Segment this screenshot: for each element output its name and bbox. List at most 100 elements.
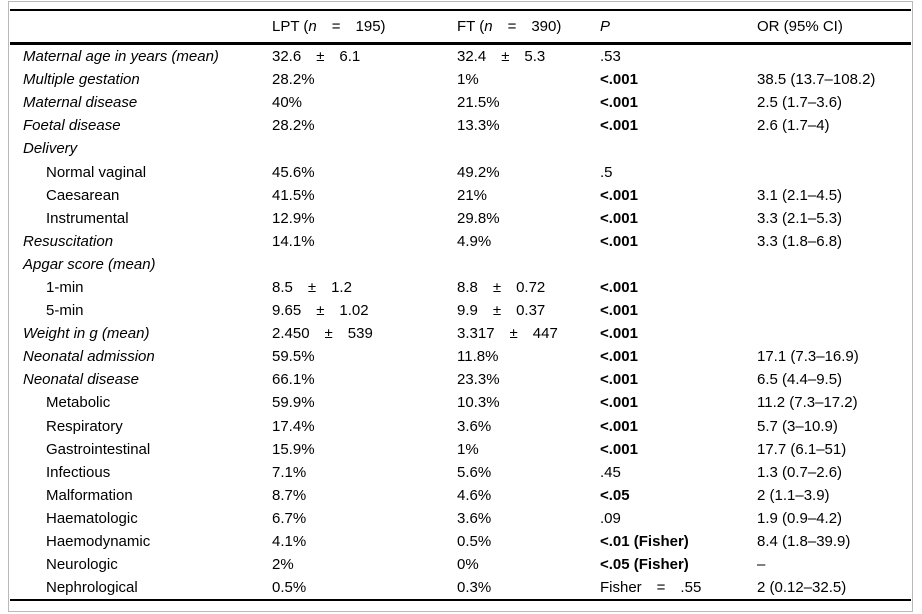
cell-ft: 1% <box>457 71 479 89</box>
row-label: Foetal disease <box>23 117 121 135</box>
cell-p: <.001 <box>600 417 638 435</box>
header-lpt-suffix: = 195) <box>316 18 386 35</box>
cell-ft: 29.8% <box>457 209 500 227</box>
table-row: Haematologic 6.7% 3.6% .09 1.9 (0.9–4.2) <box>10 507 911 530</box>
row-label: Respiratory <box>46 417 123 435</box>
cell-ft: 0% <box>457 556 479 574</box>
cell-lpt: 66.1% <box>272 371 315 389</box>
cell-lpt: 6.7% <box>272 509 307 527</box>
cell-lpt: 4.1% <box>272 533 307 551</box>
cell-lpt <box>272 253 457 276</box>
results-table: LPT (n = 195) FT (n = 390) P OR (95% CI)… <box>10 9 911 602</box>
cell-ft: 4.9% <box>457 232 492 250</box>
cell-ft: 3.6% <box>457 509 492 527</box>
table-row: Neonatal disease 66.1% 23.3% <.001 6.5 (4.4–… <box>10 368 911 391</box>
cell-p: <.001 <box>600 232 638 250</box>
cell-or: 17.7 (6.1–51) <box>757 440 847 458</box>
cell-p: <.001 <box>600 348 638 366</box>
row-label: 5-min <box>46 302 84 320</box>
cell-ft <box>457 253 600 276</box>
cell-ft: 11.8% <box>457 348 499 366</box>
header-lpt-prefix: LPT ( <box>272 18 309 35</box>
row-label: Resuscitation <box>23 232 114 250</box>
cell-lpt: 2% <box>272 556 294 574</box>
cell-or: 3.3 (2.1–5.3) <box>757 209 843 227</box>
table-row: Haemodynamic 4.1% 0.5% <.01 (Fisher) 8.4 (1.… <box>10 530 911 553</box>
cell-lpt: 45.6% <box>272 163 315 181</box>
cell-lpt: 8.7% <box>272 486 307 504</box>
cell-p: Fisher = .55 <box>600 579 702 597</box>
table-row: Normal vaginal 45.6% 49.2% .5 <box>10 160 911 183</box>
cell-ft: 21.5% <box>457 94 500 112</box>
row-label: 1-min <box>46 278 84 296</box>
table-row: Multiple gestation 28.2% 1% <.001 38.5 (13.7… <box>10 68 911 91</box>
cell-or <box>757 322 911 345</box>
row-label: Neonatal admission <box>23 348 155 366</box>
table-row: Maternal disease 40% 21.5% <.001 2.5 (1.7–3.… <box>10 91 911 114</box>
cell-p: <.001 <box>600 302 638 320</box>
cell-ft: 3.317 ± 447 <box>457 325 558 343</box>
row-label: Delivery <box>23 140 78 158</box>
row-label: Neurologic <box>46 556 118 574</box>
cell-lpt: 7.1% <box>272 463 307 481</box>
cell-p: <.001 <box>600 209 638 227</box>
row-label: Metabolic <box>46 394 111 412</box>
cell-lpt: 8.5 ± 1.2 <box>272 278 352 296</box>
cell-or <box>757 160 911 183</box>
cell-or: 2 (0.12–32.5) <box>757 579 847 597</box>
cell-ft: 32.4 ± 5.3 <box>457 48 546 66</box>
cell-p: <.001 <box>600 186 638 204</box>
cell-ft: 49.2% <box>457 163 500 181</box>
cell-lpt: 28.2% <box>272 71 315 89</box>
header-cell-ft: FT (n = 390) <box>457 10 600 44</box>
cell-lpt: 59.5% <box>272 348 315 366</box>
cell-p: <.05 (Fisher) <box>600 556 689 574</box>
row-label: Apgar score (mean) <box>23 255 156 273</box>
table-row: Respiratory 17.4% 3.6% <.001 5.7 (3–10.9) <box>10 415 911 438</box>
table-row: Maternal age in years (mean) 32.6 ± 6.1 32… <box>10 44 911 69</box>
cell-ft: 21% <box>457 186 488 204</box>
cell-or: 5.7 (3–10.9) <box>757 417 838 435</box>
cell-p: <.001 <box>600 278 638 296</box>
cell-or: 2 (1.1–3.9) <box>757 486 830 504</box>
cell-or: 3.1 (2.1–4.5) <box>757 186 843 204</box>
cell-lpt: 59.9% <box>272 394 315 412</box>
cell-or <box>757 276 911 299</box>
row-label: Nephrological <box>46 579 138 597</box>
cell-or: 6.5 (4.4–9.5) <box>757 371 843 389</box>
cell-or <box>757 253 911 276</box>
header-ft-prefix: FT ( <box>457 18 485 35</box>
header-cell-lpt: LPT (n = 195) <box>272 10 457 44</box>
cell-ft: 3.6% <box>457 417 492 435</box>
header-row: LPT (n = 195) FT (n = 390) P OR (95% CI) <box>10 10 911 44</box>
table-row: Delivery <box>10 137 911 160</box>
cell-or: – <box>757 556 766 574</box>
cell-or: 2.5 (1.7–3.6) <box>757 94 843 112</box>
header-cell-p: P <box>600 18 611 35</box>
table-header: LPT (n = 195) FT (n = 390) P OR (95% CI) <box>10 10 911 44</box>
row-label: Neonatal disease <box>23 371 139 389</box>
cell-ft: 5.6% <box>457 463 492 481</box>
cell-or: 1.9 (0.9–4.2) <box>757 509 843 527</box>
row-label: Maternal disease <box>23 94 138 112</box>
cell-p: .09 <box>600 509 621 527</box>
cell-lpt: 0.5% <box>272 579 307 597</box>
cell-p: .5 <box>600 163 613 181</box>
cell-ft: 13.3% <box>457 117 500 135</box>
row-label: Haematologic <box>46 509 138 527</box>
cell-p: <.001 <box>600 440 638 458</box>
cell-or: 1.3 (0.7–2.6) <box>757 463 843 481</box>
row-label: Malformation <box>46 486 133 504</box>
table-row: Caesarean 41.5% 21% <.001 3.1 (2.1–4.5) <box>10 184 911 207</box>
cell-lpt: 12.9% <box>272 209 315 227</box>
row-label: Multiple gestation <box>23 71 140 89</box>
table-row: Metabolic 59.9% 10.3% <.001 11.2 (7.3–17.2) <box>10 391 911 414</box>
table-row: Neurologic 2% 0% <.05 (Fisher) – <box>10 553 911 576</box>
cell-or: 2.6 (1.7–4) <box>757 117 830 135</box>
cell-ft: 10.3% <box>457 394 500 412</box>
table-row: Neonatal admission 59.5% 11.8% <.001 17.1 (7… <box>10 345 911 368</box>
cell-or <box>757 137 911 160</box>
header-cell-empty <box>10 10 272 44</box>
table-row: Nephrological 0.5% 0.3% Fisher = .55 2 (0.12… <box>10 576 911 600</box>
row-label: Gastrointestinal <box>46 440 151 458</box>
